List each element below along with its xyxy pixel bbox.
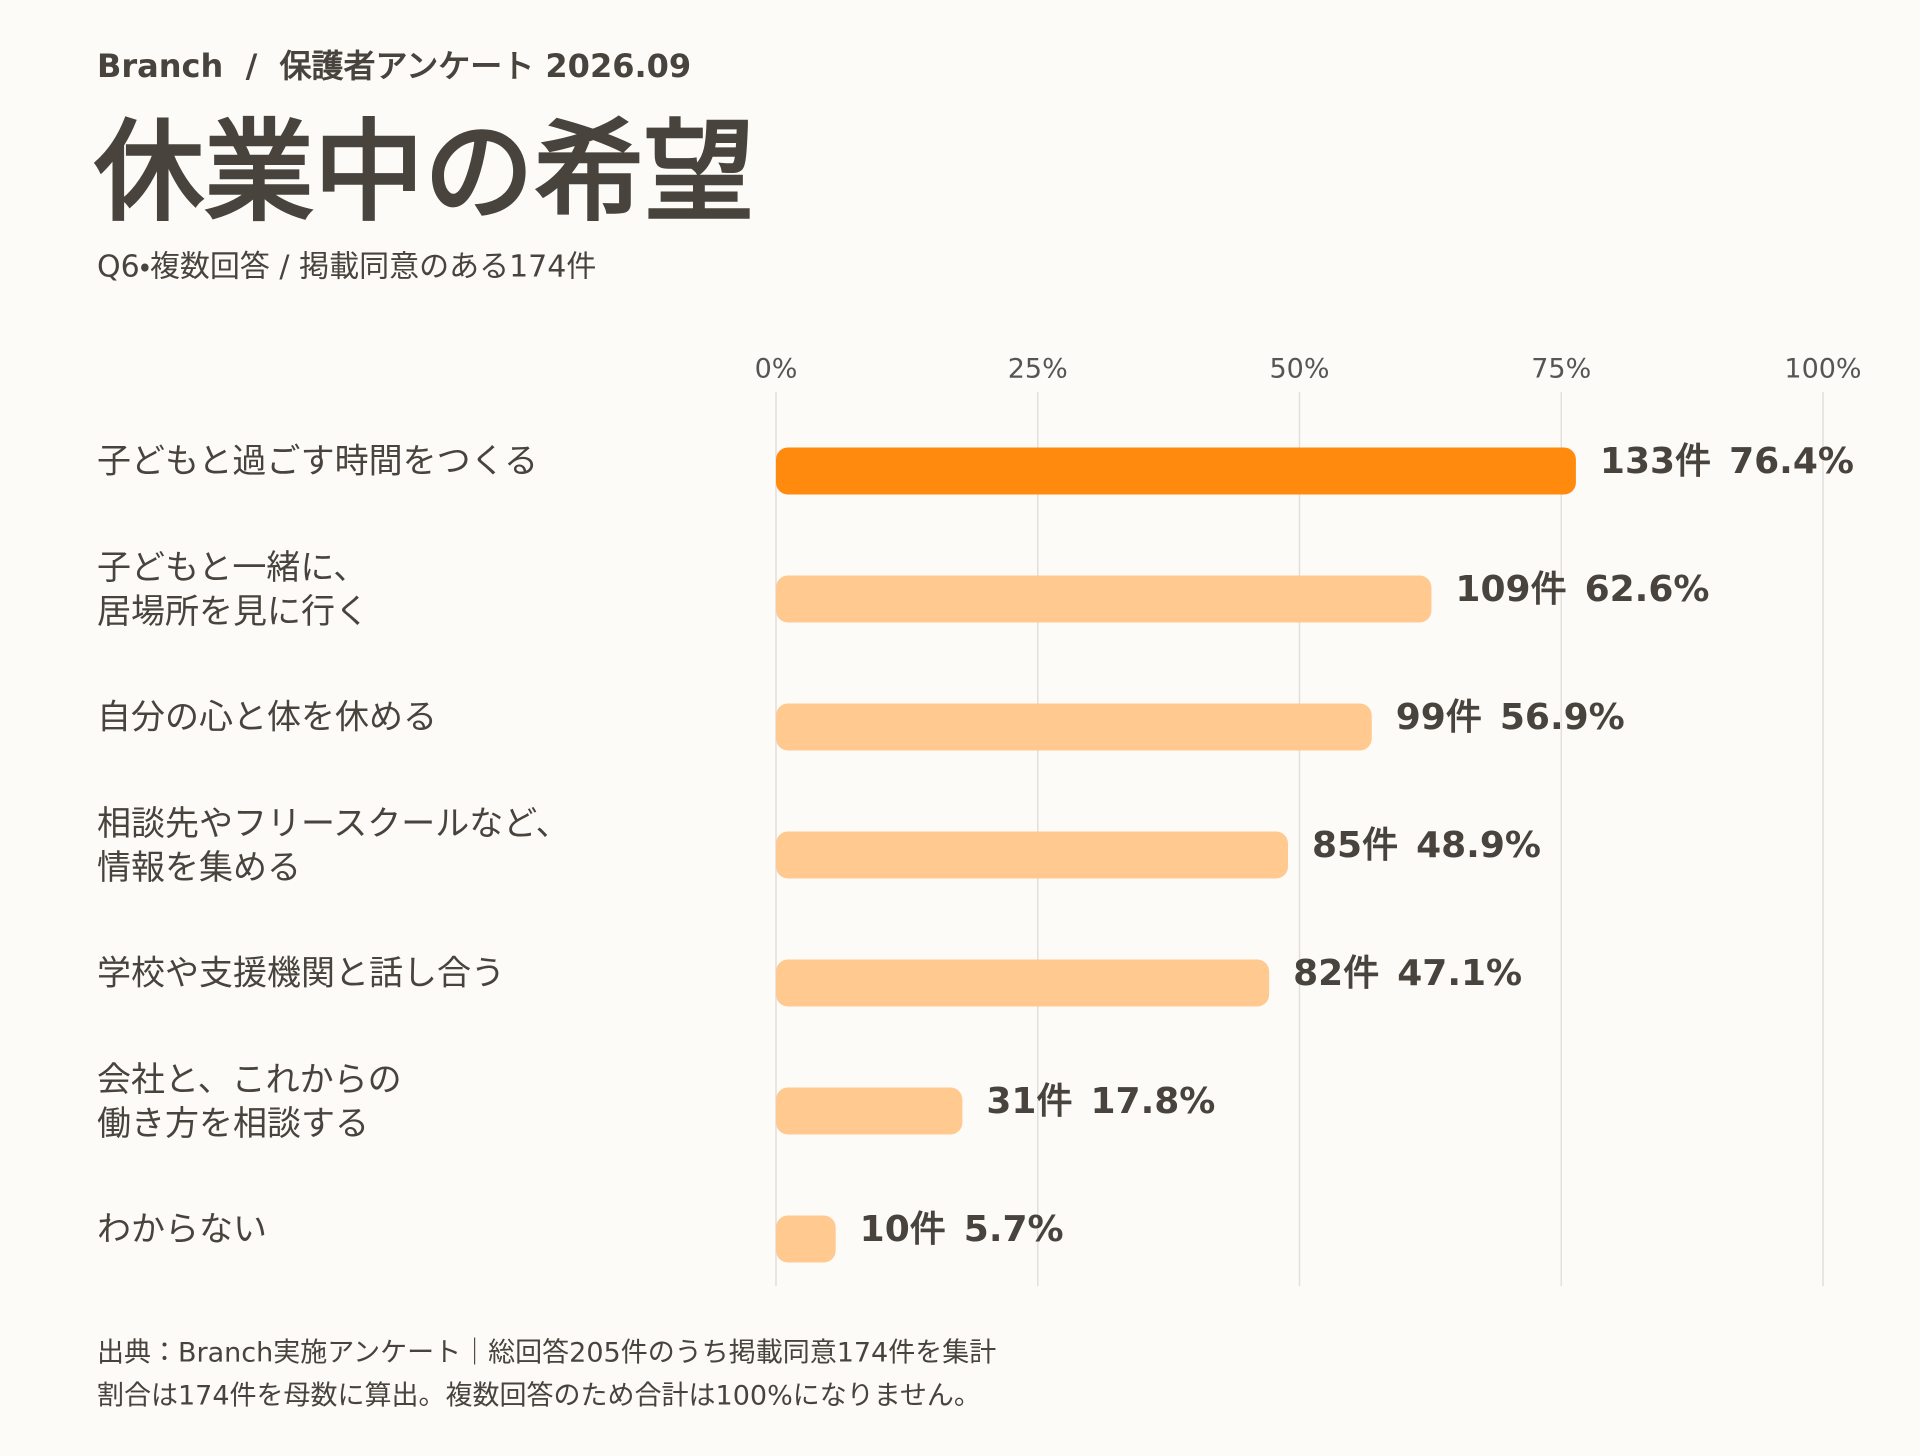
note: 割合は174件を母数に算出。複数回答のため合計は100%になりません。: [97, 1381, 981, 1412]
subtitle: Q6・複数回答 / 掲載同意のある174件: [97, 250, 596, 285]
chart-title: 休業中の希望: [93, 108, 754, 236]
count-label: 99件: [1396, 697, 1482, 738]
count-label: 82件: [1293, 953, 1379, 994]
header: Branch / 保護者アンケート 2026.09: [97, 47, 691, 85]
x-tick-label: 25%: [1008, 354, 1068, 385]
bar: [776, 1215, 836, 1263]
percent-label: 56.9%: [1500, 697, 1625, 738]
percent-label: 76.4%: [1729, 441, 1854, 482]
x-tick-label: 100%: [1784, 354, 1861, 385]
category-label: 会社と、これからの働き方を相談する: [97, 1060, 402, 1144]
category-label: わからない: [97, 1210, 267, 1250]
value-label: 82件 47.1%: [1293, 953, 1522, 994]
percent-label: 17.8%: [1090, 1081, 1215, 1122]
percent-label: 47.1%: [1397, 953, 1522, 994]
count-label: 109件: [1455, 569, 1566, 610]
x-tick-label: 0%: [755, 354, 798, 385]
bar: [776, 703, 1372, 751]
count-label: 133件: [1600, 441, 1711, 482]
bar: [776, 447, 1576, 495]
category-label: 子どもと一緒に、居場所を見に行く: [97, 548, 369, 632]
bar: [776, 575, 1432, 623]
note: 出典：Branch実施アンケート｜総回答205件のうち掲載同意174件を集計: [97, 1338, 996, 1369]
category-label: 学校や支援機関と話し合う: [97, 954, 505, 994]
bar: [776, 959, 1270, 1007]
percent-label: 62.6%: [1585, 569, 1710, 610]
value-label: 31件 17.8%: [986, 1081, 1215, 1122]
value-label: 85件 48.9%: [1312, 825, 1541, 866]
value-label: 99件 56.9%: [1396, 697, 1625, 738]
bar: [776, 1087, 963, 1135]
percent-label: 5.7%: [964, 1209, 1064, 1250]
category-label: 相談先やフリースクールなど、情報を集める: [97, 804, 570, 888]
bar: [776, 831, 1288, 879]
count-label: 85件: [1312, 825, 1398, 866]
value-label: 10件 5.7%: [860, 1209, 1064, 1250]
count-label: 10件: [860, 1209, 946, 1250]
value-label: 133件 76.4%: [1600, 441, 1854, 482]
count-label: 31件: [986, 1081, 1072, 1122]
category-label: 自分の心と体を休める: [97, 698, 437, 738]
value-label: 109件 62.6%: [1455, 569, 1709, 610]
percent-label: 48.9%: [1416, 825, 1541, 866]
category-label: 子どもと過ごす時間をつくる: [97, 442, 538, 482]
x-tick-label: 50%: [1269, 354, 1329, 385]
x-tick-label: 75%: [1531, 354, 1591, 385]
